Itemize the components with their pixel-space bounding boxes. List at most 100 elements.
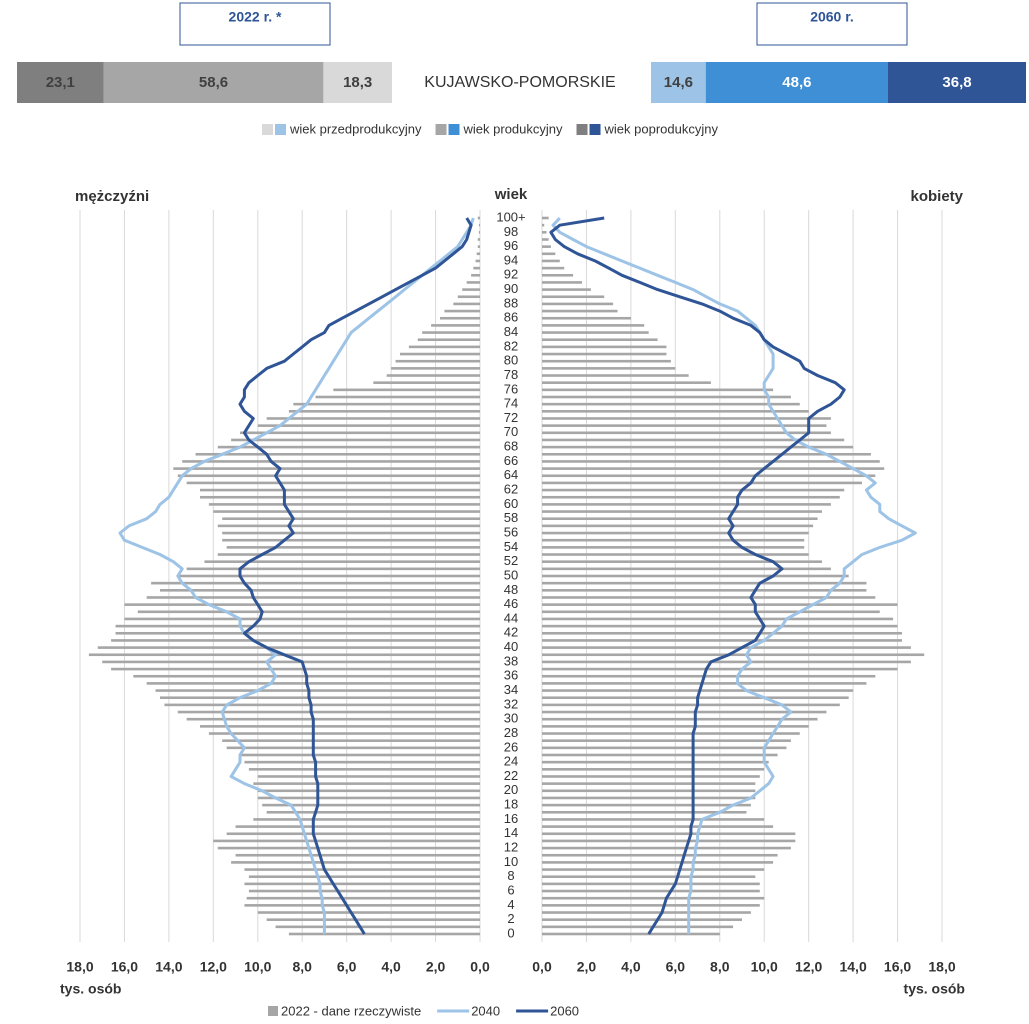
bar xyxy=(275,925,480,929)
bar xyxy=(186,717,480,721)
bar xyxy=(231,861,480,864)
x-tick-label: 0,0 xyxy=(532,959,552,975)
bar xyxy=(235,853,480,857)
bar xyxy=(542,567,831,571)
x-tick-label: 4,0 xyxy=(381,959,401,975)
bar xyxy=(542,861,774,864)
bar xyxy=(240,431,480,435)
bar xyxy=(111,667,480,671)
age-label: 12 xyxy=(504,840,518,855)
bar xyxy=(217,553,480,556)
bar xyxy=(248,768,480,771)
x-tick-label: 2,0 xyxy=(426,959,446,975)
bar xyxy=(542,431,831,435)
bar xyxy=(542,653,925,657)
bar xyxy=(542,925,734,929)
bar xyxy=(542,732,800,735)
age-label: 76 xyxy=(504,381,518,396)
bar-title: 2060 r. xyxy=(810,9,854,25)
x-tick-label: 12,0 xyxy=(795,959,822,975)
x-tick-label: 0,0 xyxy=(470,959,490,975)
bar xyxy=(542,367,676,370)
age-label: 38 xyxy=(504,653,518,668)
bar xyxy=(542,932,720,936)
bar xyxy=(253,782,480,785)
x-tick-label: 18,0 xyxy=(66,959,93,975)
bar xyxy=(288,410,480,413)
age-label: 84 xyxy=(504,324,518,339)
bar xyxy=(542,259,560,263)
age-label: 32 xyxy=(504,696,518,711)
bar xyxy=(333,388,480,392)
value-label: 18,3 xyxy=(343,74,372,91)
bar xyxy=(151,581,480,585)
age-label: 4 xyxy=(507,897,514,912)
age-label: 52 xyxy=(504,553,518,568)
age-label: 94 xyxy=(504,252,518,267)
bar xyxy=(177,710,480,714)
title-box xyxy=(179,2,331,46)
value-label: 36,8 xyxy=(942,74,971,91)
bar xyxy=(542,495,840,499)
bar xyxy=(542,452,871,456)
bar xyxy=(146,682,480,685)
x-tick-label: 16,0 xyxy=(884,959,911,975)
bar xyxy=(457,295,480,299)
bar xyxy=(542,617,894,621)
bar xyxy=(478,223,480,227)
bar xyxy=(288,932,480,936)
bar xyxy=(235,825,480,828)
bar xyxy=(217,846,480,850)
bar xyxy=(266,810,480,814)
bar xyxy=(115,624,481,628)
title-box xyxy=(756,2,908,46)
bar xyxy=(542,216,549,220)
segment xyxy=(651,62,706,103)
bar xyxy=(542,445,854,449)
bar xyxy=(542,689,854,692)
legend-label: wiek poprodukcyjny xyxy=(604,121,719,136)
line xyxy=(549,216,846,935)
age-label: 78 xyxy=(504,367,518,382)
bar xyxy=(478,231,480,234)
value-label: 14,6 xyxy=(664,74,693,91)
bar xyxy=(248,875,480,879)
age-label: 14 xyxy=(504,825,518,840)
bar xyxy=(477,238,480,241)
bar xyxy=(542,474,876,478)
bar xyxy=(97,646,481,649)
bar xyxy=(155,689,481,692)
bar xyxy=(542,560,822,563)
segment xyxy=(323,62,392,103)
bar xyxy=(542,288,591,291)
bar xyxy=(542,467,885,470)
age-label: 66 xyxy=(504,453,518,468)
bar xyxy=(208,503,480,506)
bar xyxy=(542,223,545,227)
legend-swatch xyxy=(576,124,588,135)
bar xyxy=(542,760,769,764)
age-label: 72 xyxy=(504,410,518,425)
bar xyxy=(542,481,862,485)
bar xyxy=(542,775,760,778)
bar xyxy=(462,288,480,291)
bar xyxy=(471,273,480,277)
bar xyxy=(124,603,480,606)
line xyxy=(238,217,473,935)
legend-label: 2040 xyxy=(471,1003,500,1018)
bar xyxy=(231,438,480,442)
bar xyxy=(542,273,574,277)
bar xyxy=(542,488,845,492)
age-label: 26 xyxy=(504,739,518,754)
bar xyxy=(542,810,747,814)
bar xyxy=(542,345,667,349)
bar xyxy=(440,316,480,320)
legend-swatch xyxy=(448,124,460,135)
bar xyxy=(217,524,480,528)
bar xyxy=(213,839,481,843)
bar xyxy=(293,402,480,406)
bar xyxy=(473,266,480,270)
bar xyxy=(244,904,480,907)
bar xyxy=(244,760,480,764)
